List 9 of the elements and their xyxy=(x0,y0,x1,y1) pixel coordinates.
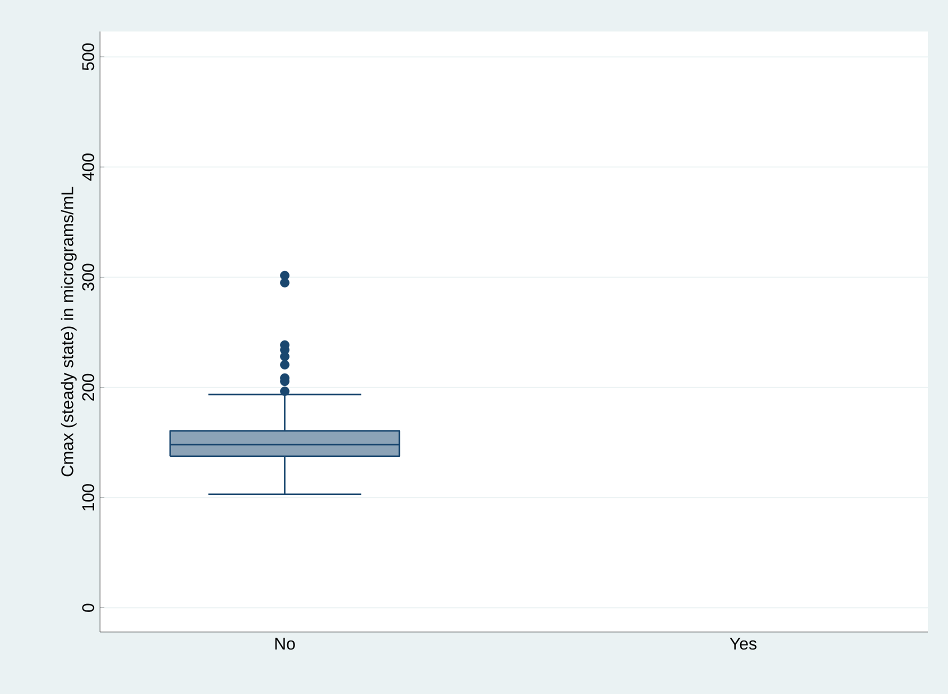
x-tick-label: Yes xyxy=(730,638,756,650)
y-tick-label: 100 xyxy=(82,484,94,510)
y-tick-label: 200 xyxy=(82,374,94,401)
y-axis-title: Cmax (steady state) in micrograms/mL xyxy=(60,186,77,476)
y-tick-label: 300 xyxy=(82,264,94,291)
y-tick-label: 0 xyxy=(82,604,94,612)
y-tick-label: 500 xyxy=(82,43,94,70)
y-tick-label: 400 xyxy=(82,154,94,181)
x-tick-label: No xyxy=(275,638,295,650)
